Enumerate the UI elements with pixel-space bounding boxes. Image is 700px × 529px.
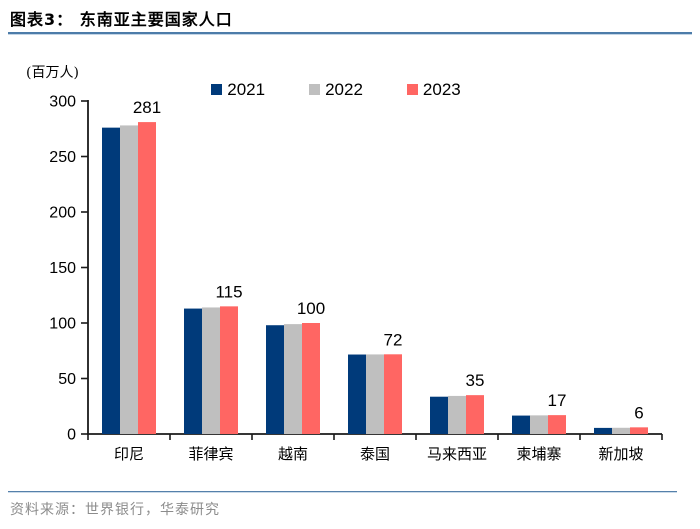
bar-value-label: 17 <box>548 391 567 410</box>
x-axis-category-label: 马来西亚 <box>427 445 487 463</box>
bar-2022-泰国 <box>366 354 384 434</box>
legend-label: 2021 <box>227 80 266 99</box>
bar-2021-菲律宾 <box>184 308 202 434</box>
bar-2023-菲律宾 <box>220 306 238 434</box>
bar-value-label: 100 <box>297 299 325 318</box>
bar-2023-柬埔寨 <box>548 415 566 434</box>
x-axis-category-label: 泰国 <box>360 445 390 463</box>
bar-2023-新加坡 <box>630 427 648 434</box>
bar-2023-马来西亚 <box>466 395 484 434</box>
legend-label: 2023 <box>422 80 461 99</box>
data-source-note: 资料来源：世界银行，华泰研究 <box>10 502 220 518</box>
bar-2023-印尼 <box>138 122 156 434</box>
x-axis-category-label: 越南 <box>278 445 308 463</box>
x-axis-category-label: 柬埔寨 <box>516 445 561 463</box>
legend-item-2023: 2023 <box>406 80 461 99</box>
bar-2023-泰国 <box>384 354 402 434</box>
footer-divider-line <box>8 491 677 492</box>
y-axis-tick-label: 100 <box>49 316 76 333</box>
bar-2021-柬埔寨 <box>512 415 530 434</box>
bar-2021-新加坡 <box>594 427 612 434</box>
legend-label: 2022 <box>325 80 363 99</box>
legend-item-2022: 2022 <box>309 81 363 98</box>
y-axis-tick-label: 300 <box>49 94 76 111</box>
title-divider-line <box>8 32 692 34</box>
x-axis-category-label: 新加坡 <box>598 445 643 463</box>
legend-item-2021: 2021 <box>211 81 265 98</box>
figure-title: 图表3： 东南亚主要国家人口 <box>10 10 233 29</box>
bar-value-label: 115 <box>215 282 242 301</box>
bar-value-label: 72 <box>384 330 403 349</box>
chart-legend: 2021 2022 2023 <box>0 81 672 98</box>
bar-2021-泰国 <box>348 354 366 434</box>
bar-2022-马来西亚 <box>448 395 466 434</box>
bar-2022-越南 <box>284 324 302 434</box>
bar-value-label: 281 <box>133 98 161 117</box>
y-axis-unit-label: (百万人) <box>26 65 79 81</box>
y-axis-tick-label: 150 <box>49 260 76 277</box>
bar-value-label: 6 <box>634 403 643 422</box>
bar-2022-柬埔寨 <box>530 415 548 434</box>
bar-2022-新加坡 <box>612 427 630 434</box>
bar-value-label: 35 <box>466 371 485 390</box>
y-axis-tick-label: 250 <box>49 149 76 166</box>
bar-2021-印尼 <box>102 127 120 434</box>
x-axis-category-label: 印尼 <box>114 445 144 463</box>
y-axis-tick-label: 0 <box>67 427 76 444</box>
legend-swatch-icon <box>309 84 321 95</box>
bar-2021-马来西亚 <box>430 396 448 434</box>
legend-swatch-icon <box>211 84 223 95</box>
y-axis-tick-label: 200 <box>49 205 76 222</box>
bar-2023-越南 <box>302 323 320 434</box>
bar-2022-印尼 <box>120 125 138 435</box>
y-axis-tick-label: 50 <box>58 371 76 388</box>
legend-swatch-icon <box>406 84 418 95</box>
bar-2022-菲律宾 <box>202 307 220 434</box>
x-axis-category-label: 菲律宾 <box>188 445 233 463</box>
bar-2021-越南 <box>266 325 284 434</box>
